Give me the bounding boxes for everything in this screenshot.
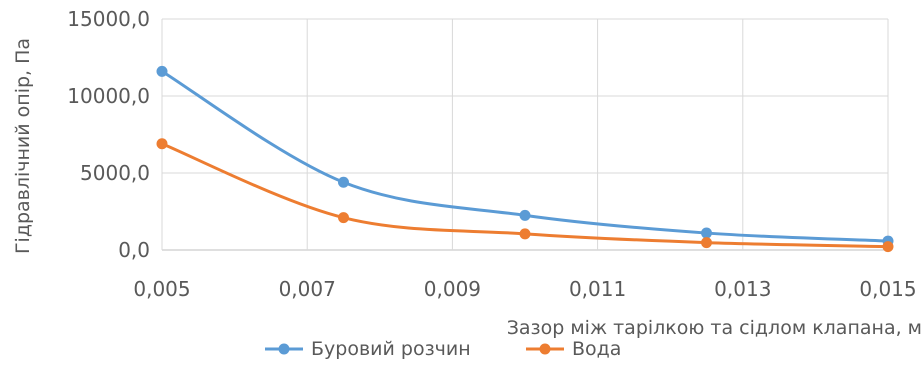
x-tick-label: 0,013 — [714, 277, 771, 301]
series-layer — [156, 65, 894, 253]
data-point — [882, 241, 894, 253]
data-point — [519, 209, 531, 221]
x-tick-label: 0,007 — [279, 277, 336, 301]
data-point — [519, 228, 531, 240]
x-tick-labels: 0,005 0,007 0,009 0,011 0,013 0,015 — [133, 277, 916, 301]
data-point — [338, 176, 349, 188]
legend: Буровий розчин Вода — [265, 338, 621, 360]
y-tick-label: 10000,0 — [67, 84, 150, 108]
legend-marker — [278, 343, 290, 355]
x-tick-label: 0,015 — [859, 277, 916, 301]
y-tick-label: 15000,0 — [67, 7, 150, 31]
x-tick-label: 0,011 — [569, 277, 626, 301]
legend-marker — [539, 343, 551, 355]
data-point — [156, 65, 168, 77]
data-point — [338, 212, 349, 224]
y-axis-title: Гідравлічний опір, Па — [12, 38, 34, 254]
legend-label: Вода — [572, 338, 621, 360]
legend-item: Вода — [526, 338, 621, 360]
grid — [161, 18, 889, 251]
data-point — [156, 138, 168, 150]
data-point — [701, 227, 712, 239]
legend-item: Буровий розчин — [265, 338, 471, 360]
x-tick-label: 0,005 — [133, 277, 190, 301]
series-drilling-fluid — [156, 65, 894, 247]
y-tick-labels: 0,0 5000,0 10000,0 15000,0 — [67, 7, 150, 262]
y-tick-label: 5000,0 — [80, 161, 150, 185]
series-water — [156, 138, 894, 253]
legend-label: Буровий розчин — [311, 338, 471, 360]
y-tick-label: 0,0 — [118, 238, 150, 262]
data-point — [701, 237, 712, 249]
x-tick-label: 0,009 — [424, 277, 481, 301]
x-axis-title: Зазор між тарілкою та сідлом клапана, м — [507, 317, 922, 339]
